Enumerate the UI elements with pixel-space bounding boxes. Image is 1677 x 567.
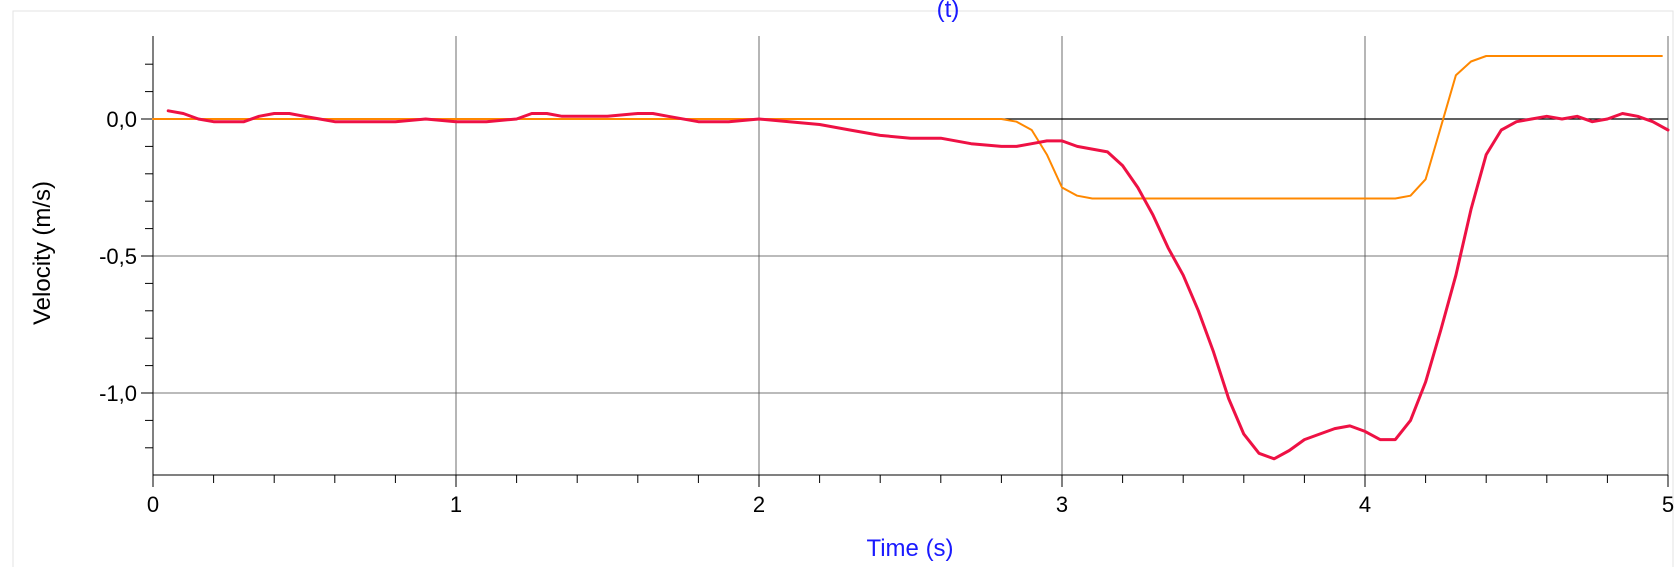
series-line-1 [152,55,1663,200]
grid [153,36,1669,475]
chart-title: (t) [937,0,960,23]
tick-labels: 0 1 2 3 4 5 0,0 -0,5 -1,0 [99,107,1674,517]
y-tick-label: 0,0 [106,107,137,132]
x-tick-label: 5 [1662,492,1674,517]
x-tick-label: 3 [1056,492,1068,517]
x-tick-label: 4 [1359,492,1371,517]
series-line-2 [166,109,1670,461]
y-axis-title: Velocity (m/s) [29,181,56,325]
y-tick-label: -0,5 [99,244,137,269]
series-lines [152,55,1670,461]
x-tick-label: 0 [147,492,159,517]
y-tick-label: -1,0 [99,381,137,406]
chart-frame [12,10,1674,567]
x-tick-label: 1 [450,492,462,517]
x-tick-label: 2 [753,492,765,517]
x-axis-title: Time (s) [866,535,953,562]
axes [141,36,1669,487]
